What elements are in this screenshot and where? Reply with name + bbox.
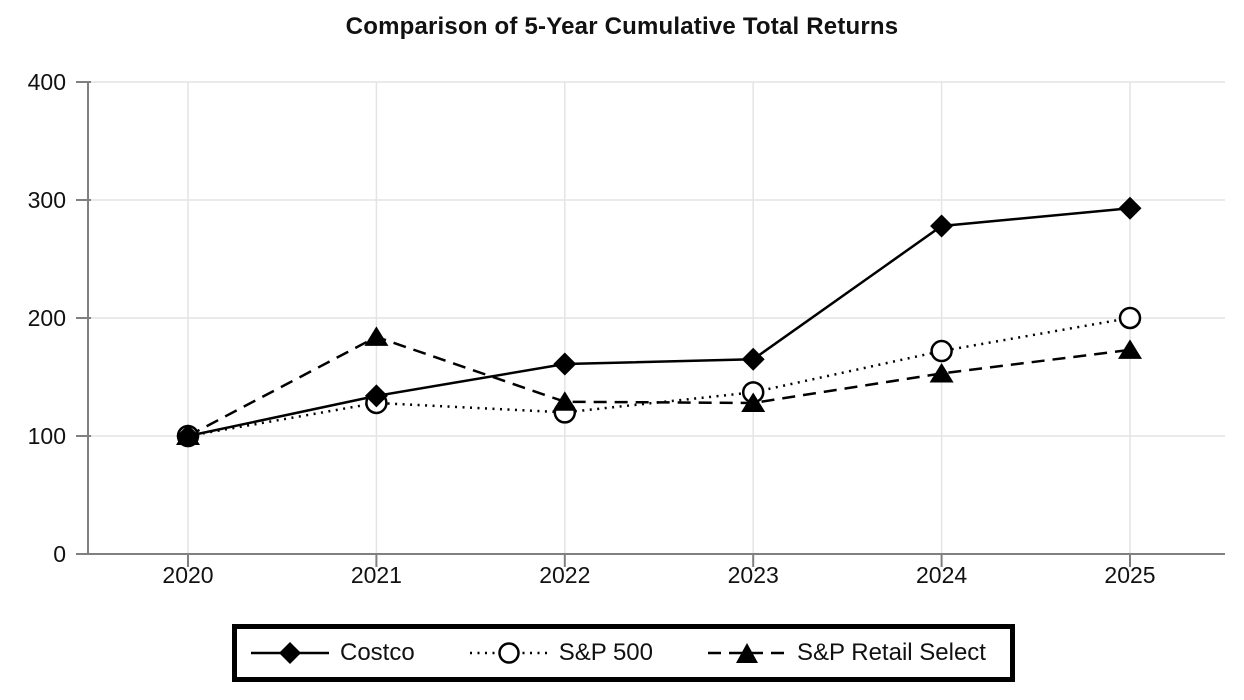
marker-triangle-s-p-retail-select bbox=[552, 391, 577, 411]
x-tick-label: 2025 bbox=[1104, 562, 1155, 588]
marker-diamond-costco bbox=[1118, 196, 1142, 220]
series-line-s-p-retail-select bbox=[187, 335, 1131, 438]
legend-marker-diamond-icon bbox=[279, 642, 301, 664]
marker-triangle-s-p-retail-select bbox=[1118, 339, 1142, 359]
y-tick-label: 0 bbox=[53, 541, 66, 567]
marker-circle-open-s-p-500 bbox=[1118, 306, 1142, 330]
marker-diamond-costco bbox=[364, 384, 388, 408]
chart-title: Comparison of 5-Year Cumulative Total Re… bbox=[345, 13, 899, 40]
x-tick-label: 2024 bbox=[916, 562, 967, 588]
x-tick-label: 2021 bbox=[351, 562, 402, 588]
marker-diamond-costco bbox=[930, 214, 954, 238]
legend-swatch-dotted-circle-open-icon bbox=[469, 642, 548, 664]
marker-triangle-s-p-retail-select bbox=[176, 425, 200, 445]
legend-marker-triangle-icon bbox=[735, 643, 758, 663]
y-tick-label: 300 bbox=[28, 187, 66, 213]
legend: Costco S&P 500 S&P Retail Select bbox=[232, 624, 1015, 682]
legend-label: S&P Retail Select bbox=[796, 639, 986, 666]
legend-label: S&P 500 bbox=[558, 639, 653, 666]
x-tick-label: 2023 bbox=[728, 562, 779, 588]
legend-label: Costco bbox=[340, 639, 415, 666]
marker-triangle-s-p-retail-select bbox=[741, 392, 766, 412]
y-tick-label: 100 bbox=[28, 423, 66, 449]
legend-item-s-p-500: S&P 500 bbox=[468, 639, 653, 667]
legend-item-s-p-retail-select: S&P Retail Select bbox=[706, 639, 986, 667]
series-line-s-p-500 bbox=[187, 316, 1131, 438]
series-line-costco bbox=[187, 207, 1131, 438]
legend-marker-circle-icon bbox=[497, 642, 520, 664]
x-tick-label: 2022 bbox=[539, 562, 590, 588]
legend-item-costco: Costco bbox=[249, 639, 415, 667]
marker-triangle-s-p-retail-select bbox=[364, 326, 389, 346]
marker-triangle-s-p-retail-select bbox=[929, 362, 954, 383]
x-tick-label: 2020 bbox=[162, 562, 213, 588]
legend-swatch-dashed-triangle-icon bbox=[707, 643, 786, 663]
y-tick-label: 200 bbox=[28, 305, 66, 331]
marker-diamond-costco bbox=[741, 347, 765, 371]
marker-circle-open-s-p-500 bbox=[930, 339, 953, 363]
marker-diamond-costco bbox=[553, 352, 577, 376]
legend-swatch-solid-diamond-icon bbox=[251, 642, 329, 664]
y-tick-label: 400 bbox=[28, 69, 66, 95]
